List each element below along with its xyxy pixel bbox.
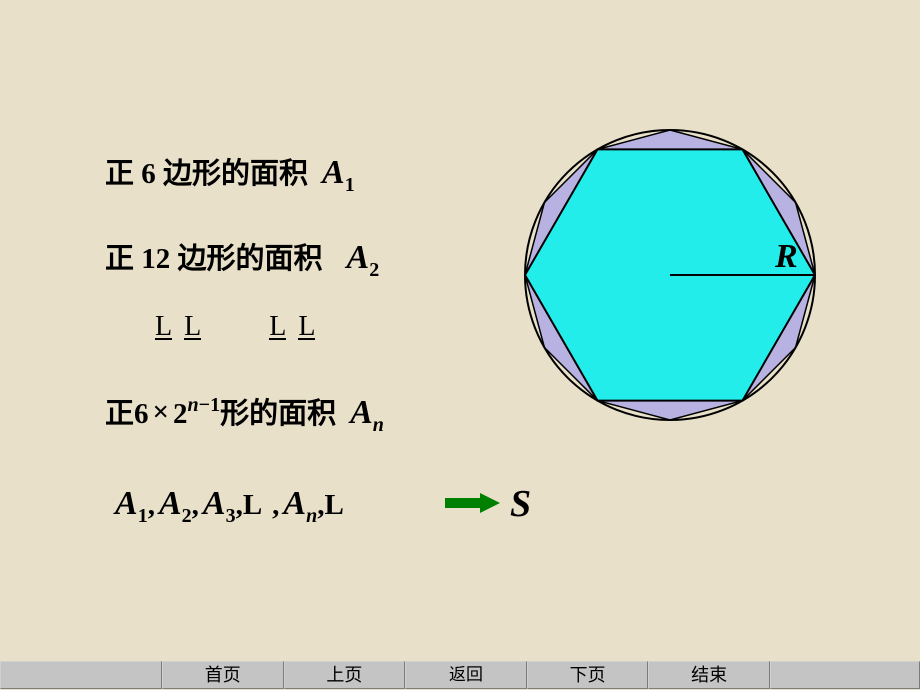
line1-sub: 1 xyxy=(345,174,355,196)
line-3: 正6 × 2n−1形的面积 An xyxy=(105,390,384,432)
seq-A1: A xyxy=(115,485,138,522)
line2-sub: 2 xyxy=(369,259,379,281)
nav-spacer-left xyxy=(0,661,162,689)
ellipsis-L4: L xyxy=(298,316,315,340)
nav-bar: 首页 上页 返回 下页 结束 xyxy=(0,660,920,690)
nav-spacer-right xyxy=(770,661,920,689)
polygon-diagram: R xyxy=(510,120,840,440)
ellipsis-L3: L xyxy=(269,316,286,340)
line-1: 正 6 边形的面积 A1 xyxy=(105,150,355,192)
line3-text2: 形的面积 xyxy=(220,398,336,430)
line2-text: 正 12 边形的面积 xyxy=(105,243,323,275)
svg-text:R: R xyxy=(774,238,798,275)
nav-home-button[interactable]: 首页 xyxy=(162,661,284,689)
sequence-line: A1, A2, A3,L , An,L xyxy=(115,485,344,523)
nav-prev-button[interactable]: 上页 xyxy=(284,661,406,689)
line3-2: 2 xyxy=(173,398,188,430)
line-2: 正 12 边形的面积 A2 xyxy=(105,235,379,277)
line3-6: 6 xyxy=(134,398,149,430)
times-icon: × xyxy=(153,396,170,428)
ellipsis-row: L L L L xyxy=(155,316,315,340)
nav-next-button[interactable]: 下页 xyxy=(527,661,649,689)
line3-sub: n xyxy=(373,414,384,436)
line1-text: 正 6 边形的面积 xyxy=(105,158,308,190)
line3-zheng: 正 xyxy=(105,398,134,430)
seq-A2: A xyxy=(159,485,182,522)
line1-A: A xyxy=(322,154,345,191)
seq-L2: L xyxy=(324,489,343,521)
seq-A3: A xyxy=(203,485,226,522)
line2-A: A xyxy=(347,239,370,276)
nav-end-button[interactable]: 结束 xyxy=(648,661,770,689)
seq-An: A xyxy=(283,485,306,522)
ellipsis-L1: L xyxy=(155,316,172,340)
line3-A: A xyxy=(350,394,373,431)
result-S: S xyxy=(510,482,531,526)
seq-L1: L xyxy=(243,489,262,521)
ellipsis-L2: L xyxy=(184,316,201,340)
nav-return-button[interactable]: 返回 xyxy=(405,661,527,689)
line3-sup: n−1 xyxy=(188,394,221,416)
arrow-icon xyxy=(445,493,500,513)
